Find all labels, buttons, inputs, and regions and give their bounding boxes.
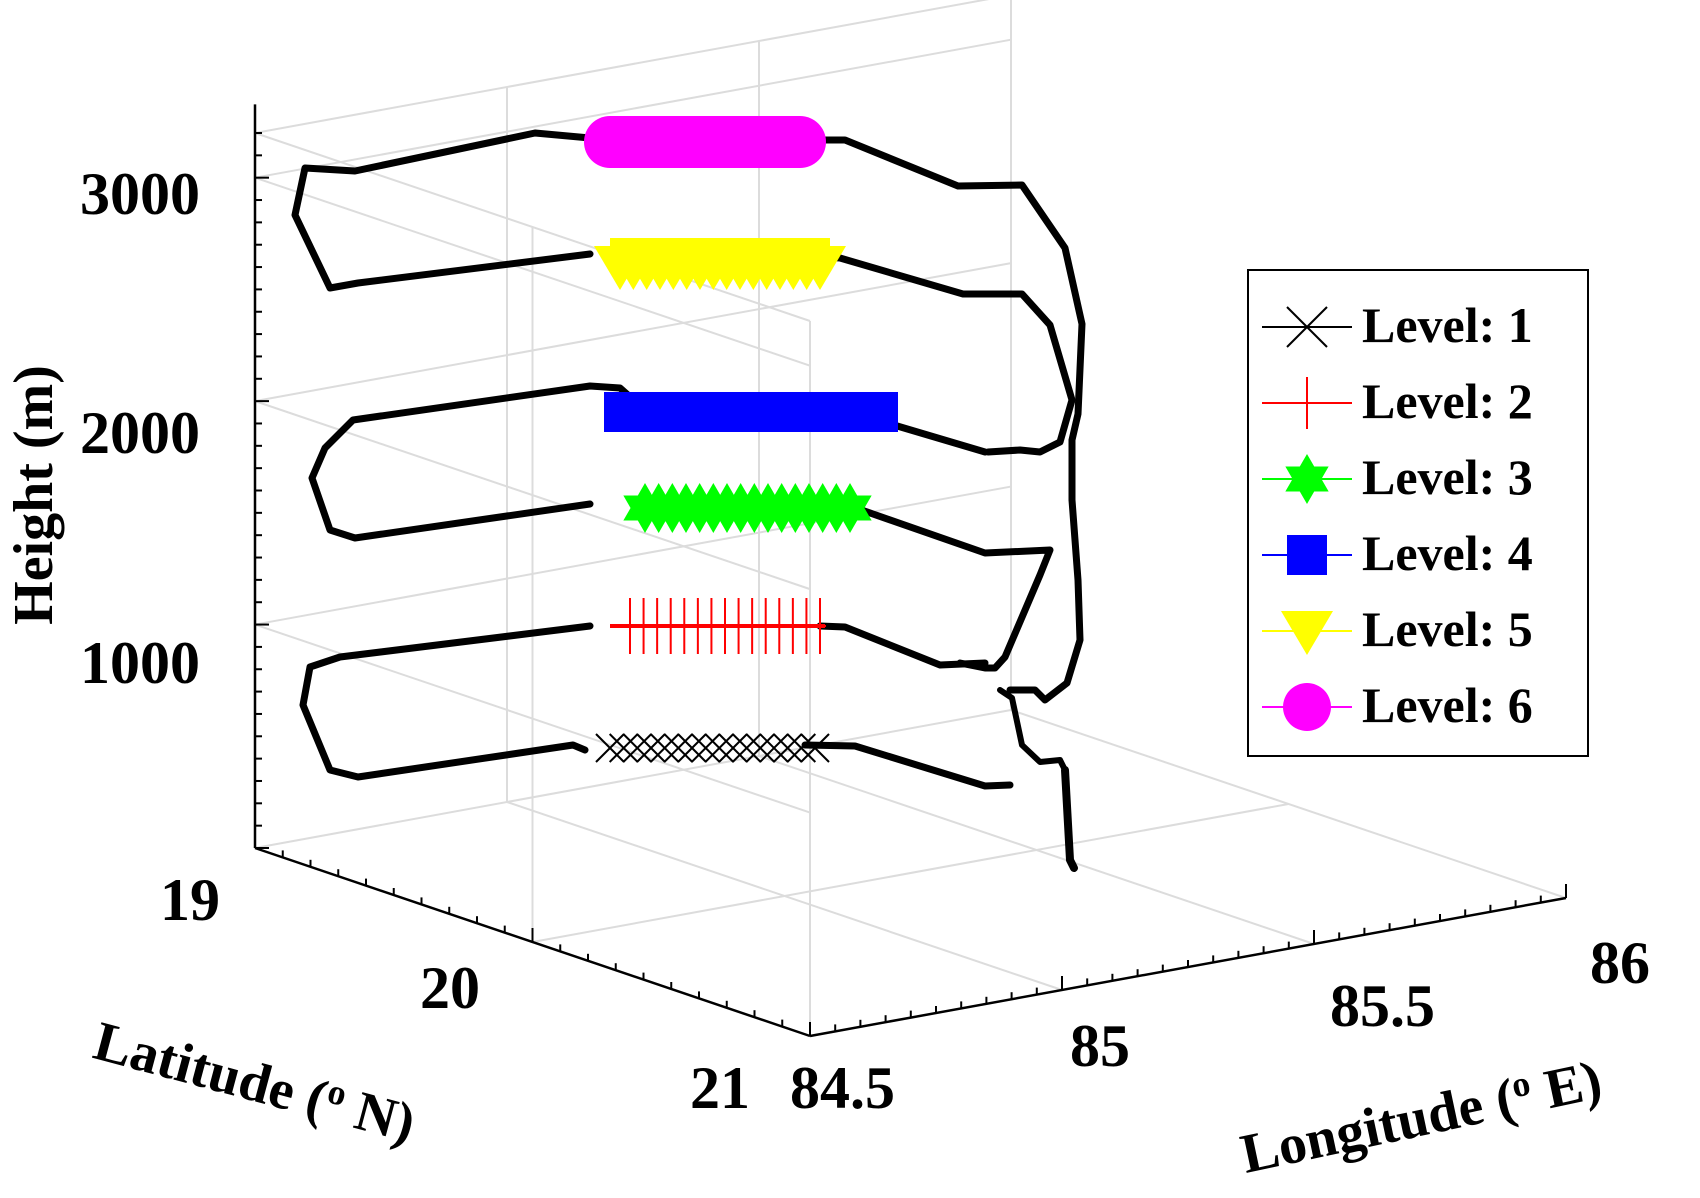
flight-track-segment	[816, 622, 989, 669]
legend-symbol-level-6	[1262, 683, 1352, 731]
x-marker	[704, 733, 735, 763]
x-axis-title: Longitude (o E)	[1235, 1048, 1607, 1186]
flight-track-segment	[1061, 766, 1078, 872]
legend-circle	[1283, 683, 1331, 731]
legend-symbol-level-3	[1262, 454, 1352, 504]
legend-symbol-level-1	[1262, 306, 1352, 348]
x-marker	[677, 733, 707, 763]
level-5-markers	[594, 238, 846, 290]
grid-line	[254, 38, 1012, 179]
legend-x	[1286, 306, 1328, 348]
square-marker	[822, 392, 898, 432]
x-axis-title-part: Longitude (	[1236, 1067, 1521, 1186]
flight-track-segment	[846, 502, 1054, 672]
legend-label: Level: 3	[1362, 449, 1533, 505]
grid-lines	[254, 0, 1567, 1037]
legend-label: Level: 6	[1362, 677, 1533, 733]
x-marker	[772, 733, 803, 763]
x-marker	[745, 733, 776, 763]
triangle-marker	[794, 246, 846, 290]
circle-marker	[774, 116, 826, 168]
x-marker	[636, 733, 666, 763]
y-axis-title-part: Latitude (	[88, 1010, 334, 1131]
x-marker	[663, 733, 694, 763]
flight-track-segment	[804, 252, 1076, 456]
level-1-markers	[595, 733, 830, 763]
legend-symbols	[1262, 306, 1352, 731]
flight-track-segment	[291, 129, 594, 292]
flight-track	[291, 129, 1086, 872]
legend-triangle	[1281, 611, 1333, 655]
x-marker	[595, 733, 625, 763]
legend-symbol-level-2	[1262, 377, 1352, 429]
flight-track-segment	[308, 382, 642, 542]
level-4-markers	[604, 392, 898, 432]
y-tick-label: 21	[690, 1055, 750, 1121]
x-marker	[622, 733, 653, 763]
grid-line	[254, 400, 811, 591]
flight-track-segment	[299, 622, 594, 781]
flight-track-segment	[997, 687, 1068, 773]
grid-line	[532, 803, 1289, 943]
grid-line	[254, 0, 990, 134]
y-axis-title-part: N)	[335, 1076, 422, 1155]
flight-track-segment	[801, 741, 1014, 790]
z-tick-label: 2000	[80, 400, 200, 466]
x-marker	[800, 733, 830, 763]
legend-label: Level: 5	[1362, 601, 1533, 657]
z-axis-title: Height (m)	[3, 365, 65, 625]
axis-ticks	[254, 132, 1567, 1036]
x-tick-label: 84.5	[790, 1055, 895, 1121]
grid-line	[254, 262, 1012, 403]
level-6-markers	[584, 116, 826, 168]
x-marker	[690, 733, 721, 763]
x-marker	[608, 733, 639, 763]
grid-line	[254, 132, 811, 322]
x-marker	[731, 733, 762, 763]
legend-label: Level: 4	[1362, 525, 1533, 581]
x-tick-label: 85	[1070, 1013, 1130, 1079]
flight-track-segment	[796, 136, 1086, 704]
y-tick-labels: 19 20 21	[160, 867, 750, 1121]
legend-symbol-level-5	[1262, 611, 1352, 655]
x-marker	[786, 733, 817, 763]
grid-line	[254, 176, 811, 367]
x-marker	[649, 733, 680, 763]
y-axis-title: Latitude (o N)	[88, 1009, 422, 1155]
x-marker	[759, 733, 789, 763]
x-marker	[718, 733, 748, 763]
legend: Level: 1 Level: 2 Level: 3 Level: 4 Leve…	[1247, 269, 1589, 757]
x-axis-title-part: E)	[1526, 1049, 1607, 1124]
y-tick-label: 20	[420, 955, 480, 1021]
x-tick-labels: 84.5 85 85.5 86	[790, 930, 1650, 1121]
z-tick-label: 3000	[80, 161, 200, 227]
level-2-markers	[610, 598, 826, 654]
z-tick-label: 1000	[80, 630, 200, 696]
level-markers	[584, 116, 898, 763]
y-tick-label: 19	[160, 867, 220, 933]
x-tick-label: 86	[1590, 930, 1650, 996]
x-tick-label: 85.5	[1330, 973, 1435, 1039]
legend-box	[1247, 269, 1589, 757]
grid-line	[254, 709, 1012, 849]
z-tick-labels: 1000 2000 3000	[80, 161, 200, 696]
legend-symbol-level-4	[1262, 535, 1352, 575]
level-3-markers	[623, 482, 872, 534]
grid-line	[254, 485, 1012, 626]
legend-label: Level: 1	[1362, 297, 1533, 353]
hexagram-marker-inv	[828, 495, 872, 534]
legend-square	[1287, 535, 1327, 575]
legend-hexagram-inv	[1285, 466, 1329, 504]
legend-label: Level: 2	[1362, 373, 1533, 429]
